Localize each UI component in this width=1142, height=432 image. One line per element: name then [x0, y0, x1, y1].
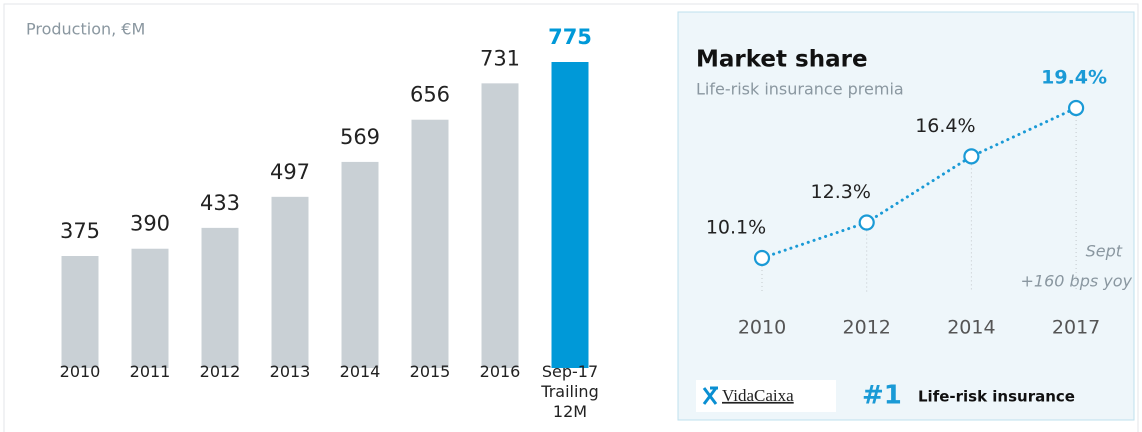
frame	[3, 3, 1139, 432]
bar	[271, 196, 309, 368]
panel-subtitle: Life-risk insurance premia	[696, 80, 904, 99]
x-tick-label: 2014	[947, 317, 995, 339]
bar	[411, 119, 449, 368]
x-tick-label: Sep-17 Trailing 12M	[541, 362, 599, 421]
logo-icon	[702, 386, 718, 405]
value-label: 19.4%	[1041, 67, 1107, 89]
value-label: 16.4%	[915, 115, 975, 137]
value-label: 656	[410, 83, 450, 107]
x-tick-label: 2010	[59, 362, 101, 381]
logo: VidaCaixa	[722, 386, 794, 405]
bar	[131, 248, 169, 368]
chart-title: Production, €M	[26, 20, 145, 39]
panel	[677, 11, 1135, 421]
x-tick-label: 2016	[479, 362, 521, 381]
logo-box	[696, 380, 836, 412]
value-label: 390	[130, 212, 170, 236]
value-label: 12.3%	[811, 181, 871, 203]
annotation: Sept	[1086, 242, 1123, 261]
x-tick-label: 2013	[269, 362, 311, 381]
bar	[341, 161, 379, 368]
point	[753, 249, 771, 267]
value-label: 775	[548, 25, 592, 49]
badge: #1	[862, 381, 902, 411]
bar	[551, 62, 589, 368]
point	[1067, 99, 1085, 117]
x-tick-label: 2017	[1052, 317, 1100, 339]
x-tick-label: 2014	[339, 362, 381, 381]
panel-title: Market share	[696, 47, 868, 73]
value-label: 433	[200, 191, 240, 215]
bar	[481, 83, 519, 368]
value-label: 497	[270, 160, 310, 184]
value-label: 731	[480, 46, 520, 70]
x-tick-label: 2011	[129, 362, 171, 381]
value-label: 569	[340, 125, 380, 149]
value-label: 375	[60, 219, 100, 243]
x-tick-label: 2012	[843, 317, 891, 339]
x-tick-label: 2012	[199, 362, 241, 381]
x-tick-label: 2015	[409, 362, 451, 381]
bar	[61, 256, 99, 368]
point	[858, 214, 875, 231]
bar	[201, 227, 239, 368]
point	[963, 148, 980, 165]
line	[760, 106, 1078, 260]
badge-text: Life-risk insurance	[918, 388, 1075, 406]
value-label: 10.1%	[706, 217, 766, 239]
x-tick-label: 2010	[738, 317, 786, 339]
